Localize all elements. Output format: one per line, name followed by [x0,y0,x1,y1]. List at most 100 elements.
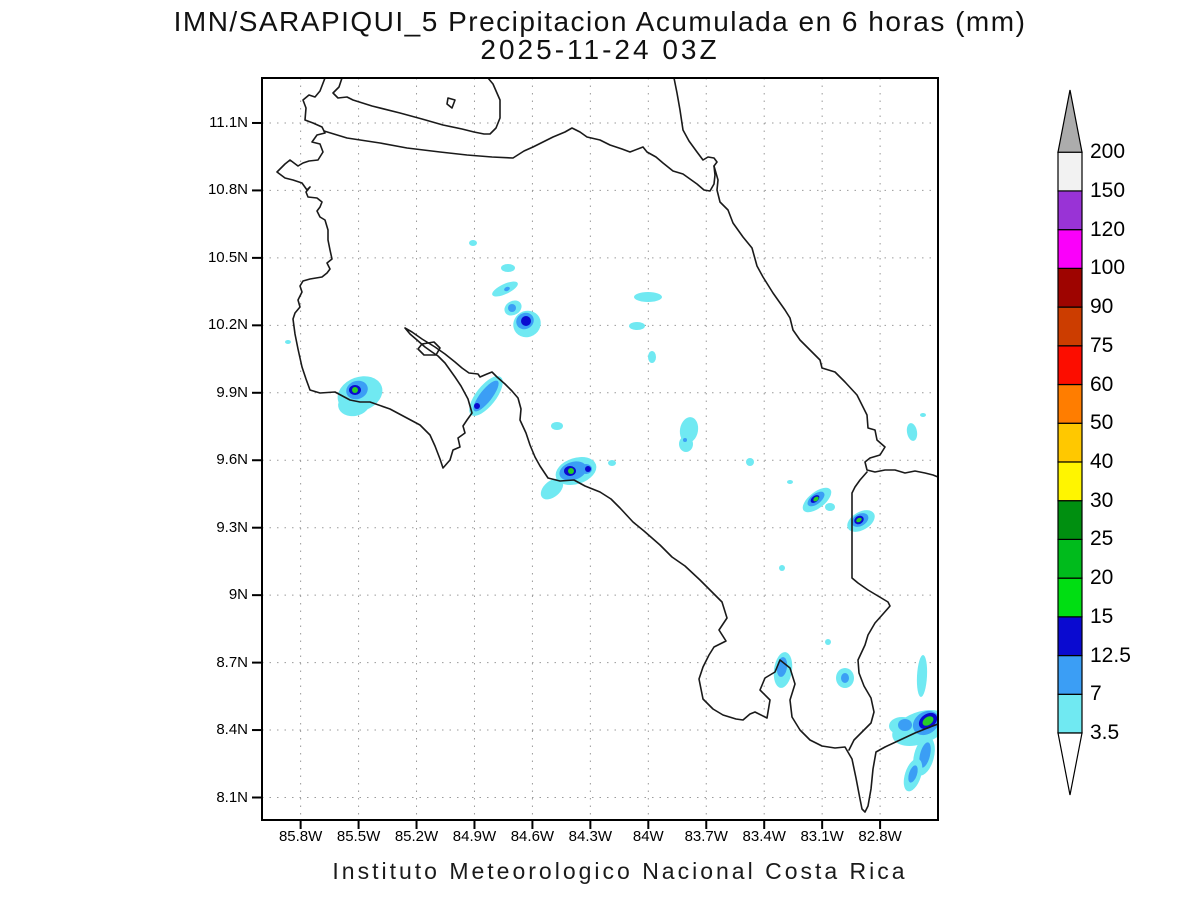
precip-cell [540,478,564,500]
lat-tick-label: 9.3N [216,518,248,536]
colorbar-segment [1057,461,1083,502]
pacific-coastline [276,78,938,813]
precip-cell [779,565,785,571]
coastline [276,78,938,813]
precip-cell [908,765,918,783]
precip-cell [634,292,662,302]
lat-tick-label: 10.5N [207,248,248,266]
colorbar-level-label: 150 [1090,178,1126,202]
colorbar-level-label: 120 [1090,217,1126,241]
colorbar-arrow-up-icon [1057,89,1083,153]
precipitation-cells [285,240,938,792]
colorbar-segment [1057,500,1083,540]
colorbar-level-label: 60 [1090,372,1114,396]
colorbar-level-label: 30 [1090,488,1114,512]
precip-cell [746,458,754,466]
precip-cell [285,340,291,344]
colorbar-level-label: 7 [1090,682,1102,706]
precip-cell [568,468,574,474]
precip-cell [508,304,516,312]
lon-tick-label: 83.7W [684,828,728,845]
precip-cell [504,286,510,292]
lat-tick-label: 9.6N [216,451,248,469]
lake-nicaragua-shore [332,78,501,135]
precip-cell [551,422,563,430]
grid-lines [262,78,938,820]
colorbar-segment [1057,422,1083,463]
panama-border [848,471,891,751]
precip-cell [648,351,656,363]
precip-cell [473,380,499,412]
precip-cell [469,240,477,246]
colorbar-segment [1057,383,1083,424]
precip-cell [841,673,849,683]
precip-cell [916,655,928,697]
precip-cell [629,322,645,330]
colorbar-segment [1057,693,1083,734]
page-title: IMN/SARAPIQUI_5 Precipitacion Acumulada … [173,6,1027,37]
precip-cell [352,387,358,393]
lon-tick-label: 84.3W [568,828,613,845]
colorbar-level-label: 20 [1090,566,1114,590]
precip-cell [906,423,918,441]
colorbar-segment [1057,577,1083,618]
colorbar-level-label: 15 [1090,604,1114,628]
colorbar-level-label: 40 [1090,449,1114,473]
colorbar-level-label: 3.5 [1090,721,1120,744]
nicaragua-border-river [323,127,716,192]
colorbar-level-label: 100 [1090,256,1126,280]
map-canvas [252,77,939,829]
precip-cell [898,719,912,731]
precip-cell [679,436,693,452]
precip-cell [474,403,480,409]
colorbar-segments [1057,89,1083,796]
colorbar-segment [1057,267,1083,308]
colorbar-segment [1057,654,1083,695]
colorbar-segment [1057,151,1083,192]
colorbar [1057,89,1083,796]
lon-tick-label: 83.4W [742,828,786,845]
valid-time-subtitle: 2025-11-24 03Z [480,34,720,65]
lat-tick-label: 11.1N [209,113,248,131]
precip-cell [919,742,931,768]
precip-cell [922,716,934,726]
lon-tick-label: 85.8W [278,828,323,845]
precip-cell [825,639,831,645]
lon-tick-label: 85.5W [336,828,381,845]
footer-attribution: Instituto Meteorologico Nacional Costa R… [332,858,908,884]
colorbar-level-label: 75 [1090,333,1114,357]
precip-cell [501,264,515,272]
lon-tick-label: 84W [632,828,664,845]
precip-cell [920,413,926,417]
colorbar-level-label: 12.5 [1090,643,1131,667]
lon-tick-label: 84.6W [510,828,555,845]
precip-cell [521,316,531,326]
precip-cell [813,496,819,502]
lat-tick-label: 9N [228,586,248,604]
lat-tick-label: 9.9N [216,383,248,401]
precip-cell [787,480,793,484]
chira-island [417,341,441,356]
lat-tick-label: 10.8N [207,181,248,199]
precip-cell [825,503,835,511]
map-frame [261,77,939,821]
colorbar-segment [1057,190,1083,231]
colorbar-level-label: 50 [1090,411,1114,435]
lon-tick-label: 82.8W [858,828,902,845]
lat-tick-label: 8.4N [216,721,248,739]
lon-tick-label: 84.9W [452,828,497,845]
colorbar-arrow-down-icon [1057,732,1083,796]
axis-ticks [252,121,882,829]
lake-island [446,97,456,109]
lon-tick-label: 83.1W [800,828,844,845]
colorbar-segment [1057,306,1083,347]
colorbar-segment [1057,538,1083,579]
precip-cell [585,466,591,472]
colorbar-segment [1057,345,1083,386]
precip-cell [856,517,862,523]
precip-cell [608,460,616,466]
caribbean-coastline [673,78,938,478]
precip-cell [683,438,687,442]
lat-tick-label: 8.1N [216,788,248,806]
